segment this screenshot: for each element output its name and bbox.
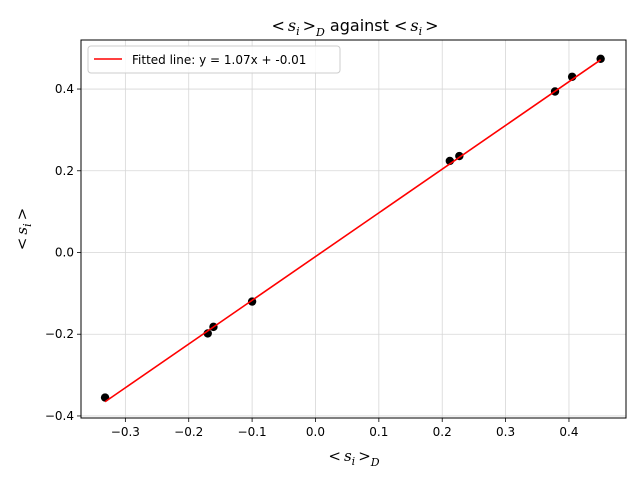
legend-box bbox=[87, 45, 341, 74]
y-tick-label: 0.0 bbox=[55, 245, 74, 259]
legend: Fitted line: y = 1.07x + -0.01 bbox=[87, 45, 341, 74]
grid bbox=[81, 40, 626, 418]
x-tick-label: −0.2 bbox=[174, 425, 203, 439]
scatter-point bbox=[203, 329, 212, 338]
x-tick-label: 0.2 bbox=[433, 425, 452, 439]
x-tick-label: 0.0 bbox=[306, 425, 325, 439]
chart-title: < si >D against < si > bbox=[271, 16, 438, 39]
x-tick-label: 0.1 bbox=[369, 425, 388, 439]
x-tick-label: −0.3 bbox=[111, 425, 140, 439]
plot-data bbox=[100, 54, 605, 403]
y-tick-label: −0.4 bbox=[45, 409, 74, 423]
y-tick-label: 0.2 bbox=[55, 164, 74, 178]
x-tick-label: 0.3 bbox=[496, 425, 515, 439]
fitted-line bbox=[104, 59, 602, 403]
y-tick-label: −0.2 bbox=[45, 327, 74, 341]
x-tick-label: 0.4 bbox=[559, 425, 578, 439]
y-tick-label: 0.4 bbox=[55, 82, 74, 96]
x-axis-label: < si >D bbox=[328, 447, 379, 469]
y-axis-label: <si> bbox=[13, 208, 34, 250]
plot-frame bbox=[80, 39, 627, 419]
axis-ticks: −0.3 −0.2 −0.1 0.0 0.1 0.2 0.3 0.4 −0.4 −0.2 0.0 0.… bbox=[45, 82, 579, 439]
x-tick-label: −0.1 bbox=[238, 425, 267, 439]
legend-label-fitted-line: Fitted line: y = 1.07x + -0.01 bbox=[132, 53, 306, 67]
